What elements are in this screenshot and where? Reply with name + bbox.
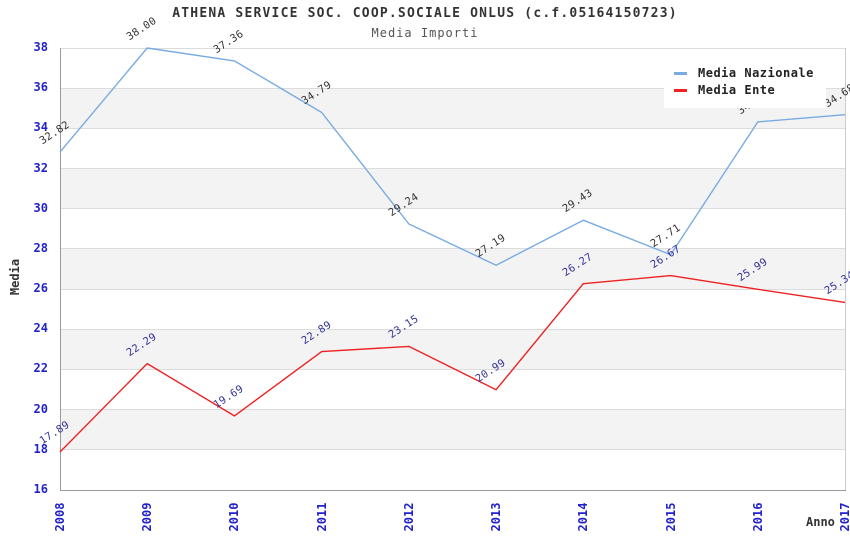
gridline (60, 328, 845, 330)
plot-band (60, 168, 845, 209)
legend-label-media-ente: Media Ente (698, 83, 776, 97)
y-tick-label: 18 (33, 441, 48, 456)
x-tick-label: 2009 (140, 502, 155, 532)
legend-item-media-ente: Media Ente (674, 83, 814, 97)
plot-band (60, 289, 845, 330)
legend: Media Nazionale Media Ente (664, 56, 826, 108)
y-tick-label: 20 (33, 401, 48, 416)
x-tick-label: 2011 (314, 502, 329, 532)
x-tick-label: 2014 (576, 502, 591, 532)
legend-item-media-nazionale: Media Nazionale (674, 66, 814, 80)
x-axis-title: Anno (806, 515, 835, 529)
gridline (60, 208, 845, 210)
y-tick-label: 22 (33, 361, 48, 376)
y-tick-label: 26 (33, 281, 48, 296)
plot-band (60, 369, 845, 410)
y-tick-label: 32 (33, 160, 48, 175)
gridline (60, 248, 845, 250)
plot-band (60, 449, 845, 490)
x-tick-label: 2010 (227, 502, 242, 532)
plot-band (60, 329, 845, 370)
plot-band (60, 208, 845, 249)
y-axis-line (60, 48, 61, 490)
x-tick-label: 2008 (53, 502, 67, 532)
x-axis-line (60, 490, 846, 491)
y-tick-label: 24 (33, 321, 48, 336)
plot-band (60, 128, 845, 169)
chart-title: ATHENA SERVICE SOC. COOP.SOCIALE ONLUS (… (172, 6, 678, 21)
gridline (60, 409, 845, 411)
y-axis-title: Media (8, 258, 22, 296)
gridline (60, 47, 845, 49)
legend-swatch-media-ente (674, 88, 687, 92)
plot-band (60, 409, 845, 450)
chart-subtitle: Media Importi (371, 26, 479, 40)
y-tick-label: 34 (33, 120, 48, 135)
x-tick-label: 2016 (750, 502, 765, 532)
x-tick-label: 2013 (489, 502, 504, 532)
gridline (60, 127, 845, 129)
gridline (60, 449, 845, 451)
legend-swatch-media-nazionale (674, 71, 687, 75)
y-tick-label: 38 (33, 40, 48, 54)
x-tick-label: 2017 (838, 502, 850, 532)
x-tick-label: 2015 (663, 502, 678, 532)
y-tick-label: 36 (33, 80, 48, 95)
y-tick-label: 16 (33, 482, 48, 496)
y-tick-label: 30 (33, 200, 48, 215)
plot-band (60, 248, 845, 290)
plot-right-border (845, 48, 846, 490)
y-tick-label: 28 (33, 240, 48, 255)
gridline (60, 168, 845, 170)
gridline (60, 368, 845, 370)
gridline (60, 288, 845, 290)
x-tick-label: 2012 (401, 502, 416, 532)
legend-label-media-nazionale: Media Nazionale (698, 66, 814, 80)
